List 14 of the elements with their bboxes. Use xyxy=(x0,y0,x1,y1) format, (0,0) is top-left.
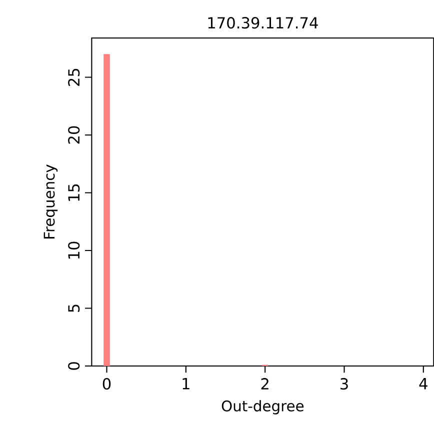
chart-title: 170.39.117.74 xyxy=(208,17,318,29)
y-tick-label: 5 xyxy=(68,304,80,312)
y-axis-title: Frequency xyxy=(44,164,58,238)
x-tick-label: 2 xyxy=(261,378,268,390)
y-tick-label: 0 xyxy=(68,362,80,370)
x-tick-label: 3 xyxy=(340,378,348,390)
y-tick-label: 15 xyxy=(68,184,80,201)
x-tick-label: 1 xyxy=(182,378,190,390)
x-tick-label: 0 xyxy=(102,378,111,390)
x-axis-title: Out-degree xyxy=(222,400,304,414)
y-tick-label: 25 xyxy=(68,68,80,86)
y-tick-label: 10 xyxy=(68,242,80,259)
y-tick-label: 20 xyxy=(68,126,80,144)
x-tick-label: 4 xyxy=(419,378,428,390)
